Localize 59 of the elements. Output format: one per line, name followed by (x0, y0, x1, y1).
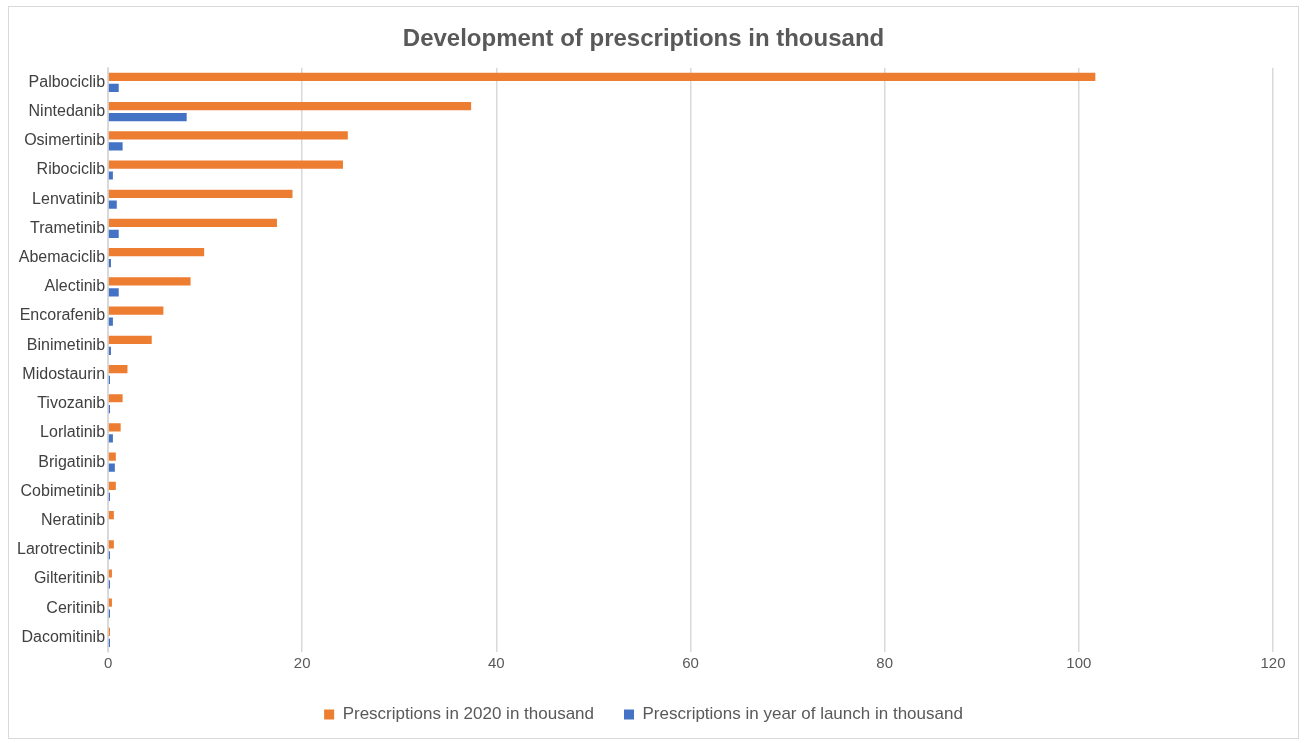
bar (108, 434, 113, 443)
bar (108, 72, 1096, 82)
bar (108, 171, 113, 180)
y-tick-label: Lorlatinib (40, 423, 106, 441)
bar (108, 277, 191, 286)
x-tick-label: 60 (682, 654, 699, 672)
y-tick-label: Palbociclib (28, 72, 106, 90)
x-tick-label: 20 (293, 654, 311, 672)
legend-label: Prescriptions in 2020 in thousand (342, 704, 595, 724)
bar (108, 288, 119, 297)
bar (108, 540, 114, 549)
y-tick-label: Nintedanib (28, 102, 106, 120)
x-tick-label: 40 (488, 654, 505, 672)
bar (108, 510, 114, 520)
bar (108, 200, 117, 209)
x-tick-label: 100 (1066, 654, 1092, 672)
y-tick-label: Brigatinib (38, 452, 106, 470)
y-tick-label: Cobimetinib (20, 481, 106, 499)
x-tick-label: 0 (103, 654, 113, 672)
y-tick-label: Larotrectinib (17, 540, 106, 558)
y-tick-label: Alectinib (44, 277, 106, 295)
chart-title: Development of prescriptions in thousand (402, 24, 885, 52)
y-tick-label: Encorafenib (19, 306, 106, 324)
bar (108, 452, 116, 461)
y-tick-label: Abemaciclib (18, 248, 106, 266)
bar (108, 317, 113, 326)
bar (108, 569, 112, 578)
bar (108, 189, 293, 198)
y-tick-label: Dacomitinib (21, 627, 106, 645)
y-tick-label: Ceritinib (46, 598, 106, 616)
bar (108, 423, 121, 432)
bar (108, 83, 119, 92)
bar (108, 102, 472, 111)
bar (108, 131, 348, 140)
y-tick-label: Gilteritinib (33, 569, 106, 587)
bar (108, 394, 123, 403)
bar (108, 364, 128, 374)
y-tick-label: Neratinib (41, 510, 106, 528)
y-tick-label: Lenvatinib (32, 189, 106, 207)
y-tick-label: Binimetinib (26, 335, 106, 353)
bar (108, 112, 187, 122)
bar (108, 160, 343, 169)
bar (108, 218, 277, 228)
x-tick-label: 80 (876, 654, 894, 672)
y-tick-label: Tivozanib (37, 394, 106, 412)
y-tick-label: Ribociclib (36, 160, 106, 178)
x-tick-label: 120 (1260, 654, 1286, 672)
bar (108, 229, 119, 239)
bar (108, 598, 112, 607)
y-tick-label: Osimertinib (24, 131, 106, 149)
bar (108, 248, 205, 257)
bar (108, 481, 116, 490)
bar (108, 306, 164, 315)
bar (108, 463, 115, 472)
bar (108, 142, 123, 151)
y-tick-label: Trametinib (30, 218, 106, 236)
legend-label: Prescriptions in year of launch in thousand (642, 704, 963, 724)
bar (108, 335, 152, 344)
y-tick-label: Midostaurin (22, 364, 106, 382)
